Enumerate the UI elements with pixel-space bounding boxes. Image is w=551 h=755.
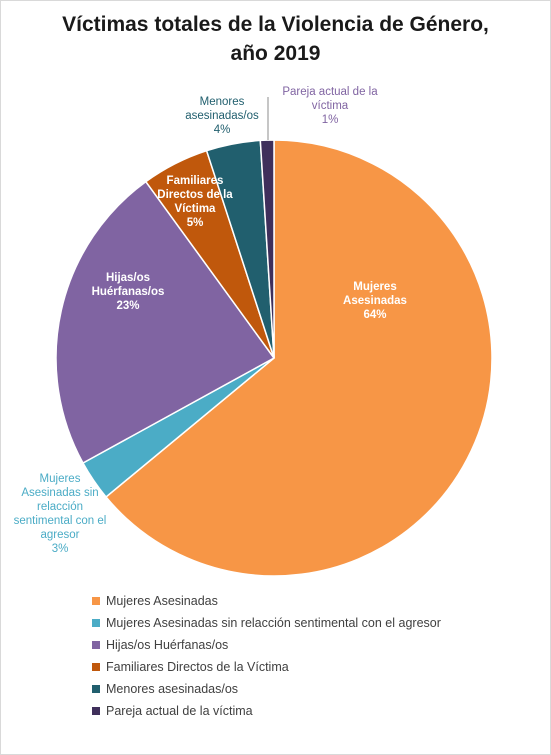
slice-label-2-line-6: 3% <box>52 543 69 555</box>
slice-label-5-line-3: 4% <box>214 124 231 136</box>
legend-item-6: Pareja actual de la víctima <box>92 700 441 722</box>
pie-slices <box>55 139 493 577</box>
legend-swatch-4 <box>92 663 100 671</box>
slice-label-4-line-2: Directos de la <box>157 189 233 201</box>
slice-label-1-line-2: Asesinadas <box>343 295 407 307</box>
legend-label-3: Hijas/os Huérfanas/os <box>106 638 229 652</box>
slice-label-3-line-2: Huérfanas/os <box>92 286 165 298</box>
legend-label-1: Mujeres Asesinadas <box>106 594 218 608</box>
slice-label-6-line-2: víctima <box>312 100 349 112</box>
slice-label-3-line-1: Hijas/os <box>106 272 150 284</box>
chart-title-line-2: año 2019 <box>230 42 321 65</box>
legend-item-3: Hijas/os Huérfanas/os <box>92 634 441 656</box>
slice-label-4-line-4: 5% <box>187 217 204 229</box>
legend-swatch-3 <box>92 641 100 649</box>
legend-item-2: Mujeres Asesinadas sin relacción sentime… <box>92 612 441 634</box>
chart-title: Víctimas totales de la Violencia de Géne… <box>0 10 551 68</box>
slice-label-4-line-1: Familiares <box>167 175 224 187</box>
slice-label-6: Pareja actual de la víctima 1% <box>282 86 378 126</box>
slice-label-5: Menores asesinadas/os 4% <box>185 96 259 136</box>
slice-label-2-line-5: agresor <box>41 529 80 541</box>
slice-label-4-line-3: Víctima <box>175 203 217 215</box>
legend-swatch-6 <box>92 707 100 715</box>
legend-item-4: Familiares Directos de la Víctima <box>92 656 441 678</box>
slice-label-1-line-3: 64% <box>363 309 386 321</box>
legend-item-1: Mujeres Asesinadas <box>92 590 441 612</box>
legend-label-4: Familiares Directos de la Víctima <box>106 660 289 674</box>
legend-label-2: Mujeres Asesinadas sin relacción sentime… <box>106 616 441 630</box>
legend-swatch-2 <box>92 619 100 627</box>
slice-label-6-line-1: Pareja actual de la <box>282 86 378 98</box>
slice-label-4: Familiares Directos de la Víctima 5% <box>157 175 233 229</box>
legend-swatch-5 <box>92 685 100 693</box>
slice-label-5-line-1: Menores <box>200 96 245 108</box>
pie-slice-6 <box>259 139 275 359</box>
legend-item-5: Menores asesinadas/os <box>92 678 441 700</box>
legend-label-6: Pareja actual de la víctima <box>106 704 253 718</box>
slice-label-5-line-2: asesinadas/os <box>185 110 259 122</box>
slice-label-3: Hijas/os Huérfanas/os 23% <box>92 272 165 312</box>
slice-label-6-line-3: 1% <box>322 114 339 126</box>
slice-label-1: Mujeres Asesinadas 64% <box>343 281 407 321</box>
chart-title-line-1: Víctimas totales de la Violencia de Géne… <box>62 13 489 36</box>
pie-slice-1 <box>104 139 493 577</box>
slice-label-3-line-3: 23% <box>116 300 139 312</box>
slice-label-2-line-2: Asesinadas sin <box>21 487 98 499</box>
slice-label-2-line-3: relacción <box>37 501 83 513</box>
legend-swatch-1 <box>92 597 100 605</box>
slice-label-2-line-4: sentimental con el <box>14 515 107 527</box>
legend-label-5: Menores asesinadas/os <box>106 682 239 696</box>
slice-label-2-line-1: Mujeres <box>40 473 81 485</box>
slice-label-1-line-1: Mujeres <box>353 281 396 293</box>
chart-legend: Mujeres Asesinadas Mujeres Asesinadas sin… <box>92 590 441 722</box>
pie-slice-3 <box>55 180 276 465</box>
slice-label-2: Mujeres Asesinadas sin relacción sentimenta… <box>14 473 107 555</box>
